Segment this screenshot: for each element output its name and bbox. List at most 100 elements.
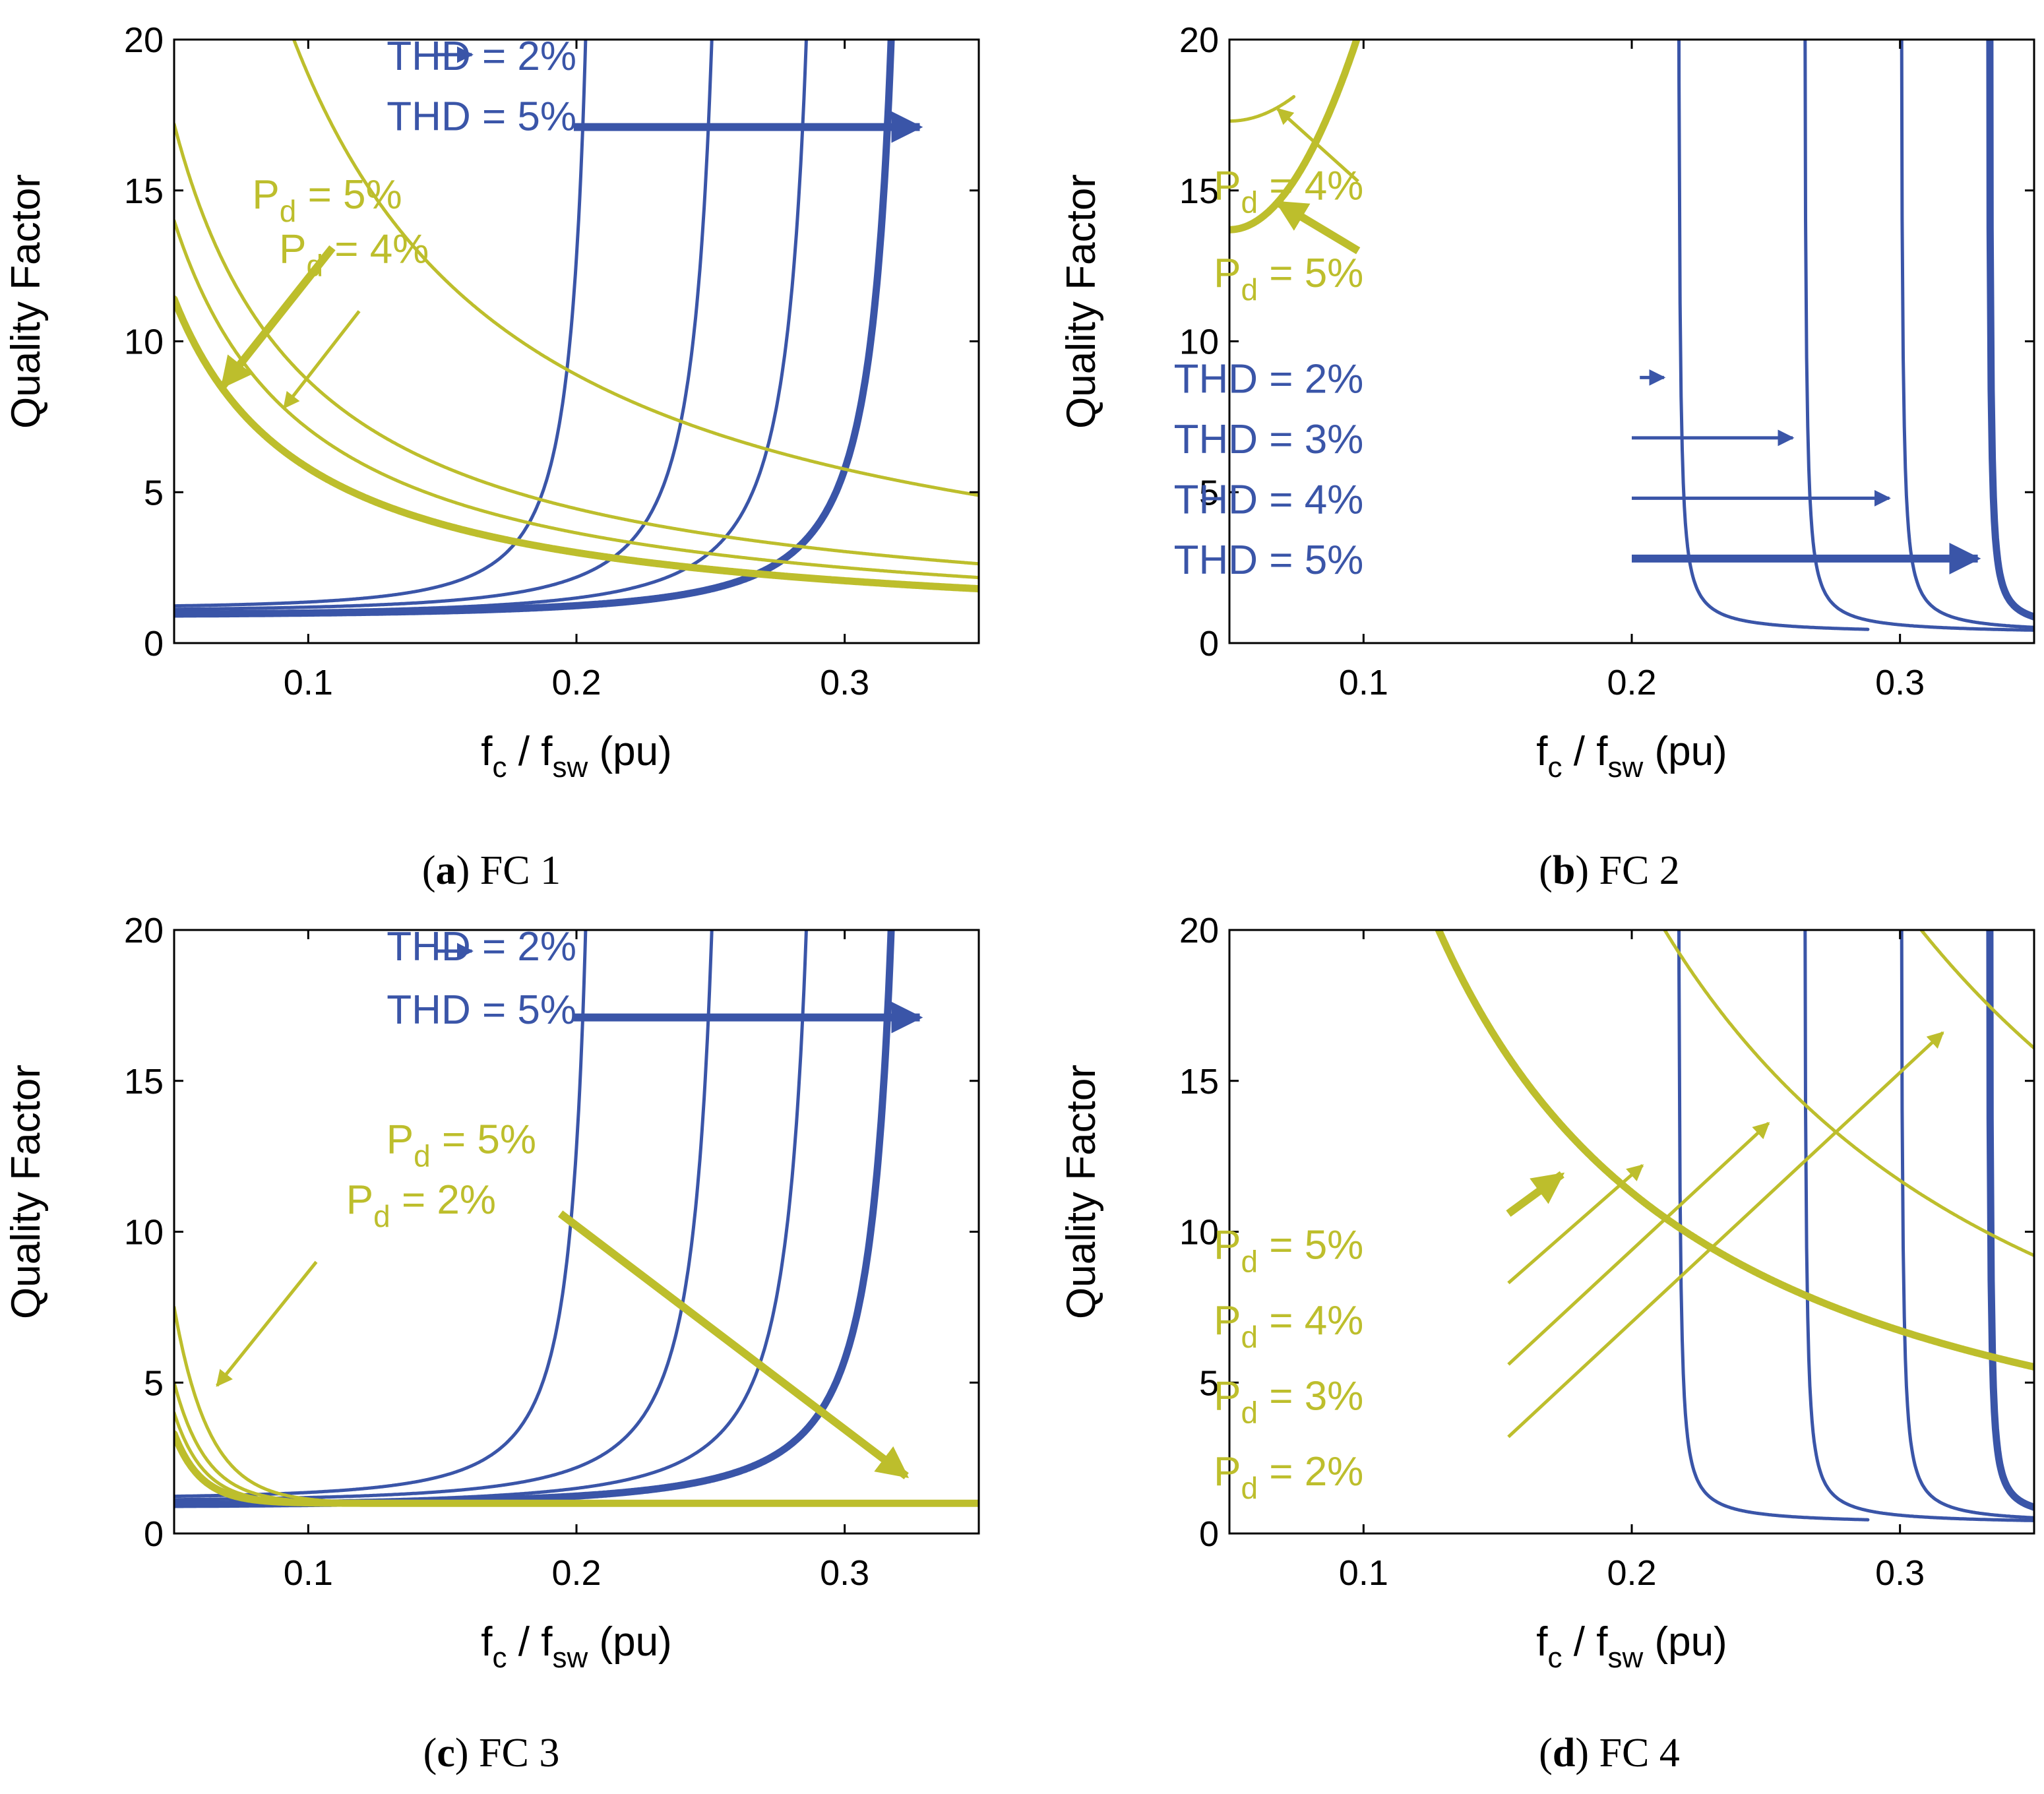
panel-c-series-pd-5: [174, 1430, 979, 1507]
y-tick-label: 10: [124, 1213, 164, 1253]
panel-a-curves: [174, 40, 979, 618]
annotation-label: THD = 4%: [1174, 477, 1364, 522]
panel-d-series-thd-2: [1677, 930, 1870, 1522]
x-tick-label: 0.2: [1607, 1553, 1656, 1593]
panel-a-series-pd-2: [292, 40, 979, 497]
panel-b-caption: (b) FC 2: [1539, 848, 1680, 893]
y-tick-label: 20: [124, 20, 164, 60]
x-tick-label: 0.1: [1339, 1553, 1388, 1593]
panel-c-series-pd-2: [174, 1305, 979, 1505]
panel-c-series-thd-5: [174, 930, 895, 1508]
panel-c-series-thd-4: [174, 930, 808, 1504]
panel-d-ylabel: Quality Factor: [1059, 1065, 1104, 1319]
x-tick-label: 0.2: [1607, 663, 1656, 702]
annotation-arrow: [216, 1260, 318, 1387]
x-tick-label: 0.1: [1339, 663, 1388, 702]
panel-a-series-thd-4: [174, 40, 808, 614]
panel-d-annotations: Pd = 5% Pd = 4% Pd = 3% Pd = 2%: [1214, 1031, 1944, 1505]
panel-a: 0.1 0.2 0.3 0 5 10 15 20 THD = 2% THD = 5% Pd = 5…: [3, 20, 980, 893]
panel-c-curves: [174, 930, 979, 1508]
y-tick-label: 20: [1179, 911, 1219, 950]
panel-d-caption: (d) FC 4: [1539, 1731, 1680, 1776]
panel-b-ticks: 0.1 0.2 0.3 0 5 10 15 20: [1179, 20, 2034, 702]
annotation-label: Pd = 2%: [1214, 1449, 1363, 1505]
panel-a-ticks: 0.1 0.2 0.3 0 5 10 15 20: [124, 20, 979, 702]
x-tick-label: 0.3: [1875, 1553, 1925, 1593]
panel-b-annotations: Pd = 4% Pd = 5% THD = 2% THD = 3% THD = 4% TH…: [1174, 108, 1981, 583]
annotation-arrow: [557, 1210, 910, 1479]
panel-a-series-pd-4: [174, 219, 979, 580]
panel-c-xlabel: fc / fsw (pu): [481, 1619, 671, 1674]
x-tick-label: 0.1: [284, 663, 333, 702]
y-tick-label: 15: [124, 1062, 164, 1101]
annotation-arrow: [282, 310, 361, 410]
panel-b-ylabel: Quality Factor: [1059, 174, 1104, 429]
y-tick-label: 10: [1179, 323, 1219, 362]
annotation-label: Pd = 5%: [387, 1117, 536, 1173]
panel-a-series-thd-2: [174, 40, 588, 608]
x-tick-label: 0.2: [551, 663, 601, 702]
panel-d-series-thd-3: [1803, 930, 2034, 1522]
panel-d-curves: [1435, 930, 2034, 1522]
x-tick-label: 0.3: [1875, 663, 1925, 702]
panel-b-xlabel: fc / fsw (pu): [1536, 729, 1727, 784]
annotation-label: THD = 2%: [387, 34, 576, 79]
panel-d-xlabel: fc / fsw (pu): [1536, 1619, 1727, 1674]
panel-a-ylabel: Quality Factor: [3, 174, 49, 429]
x-tick-label: 0.3: [820, 1553, 869, 1593]
panel-a-series-pd-5: [174, 295, 979, 593]
y-tick-label: 5: [1199, 473, 1219, 512]
y-tick-label: 20: [1179, 20, 1219, 60]
panel-a-series-pd-3: [174, 122, 979, 566]
y-tick-label: 0: [144, 1514, 164, 1554]
y-tick-label: 0: [1199, 1514, 1219, 1554]
panel-b-series-thd-4: [1900, 40, 2034, 629]
panel-b-series-thd-5: [1986, 40, 2034, 621]
annotation-arrow: [1507, 1031, 1944, 1438]
annotation-label: THD = 3%: [1174, 417, 1364, 462]
annotation-label: Pd = 4%: [1214, 163, 1363, 219]
panel-b-curves: [1229, 40, 2034, 632]
annotation-arrow: [1507, 1121, 1770, 1366]
y-tick-label: 5: [1199, 1363, 1219, 1403]
panel-c: 0.1 0.2 0.3 0 5 10 15 20 THD = 2% THD = 5% Pd = 5…: [3, 911, 980, 1776]
y-tick-label: 15: [124, 171, 164, 211]
y-tick-label: 20: [124, 911, 164, 950]
x-tick-label: 0.3: [820, 663, 869, 702]
annotation-label: THD = 5%: [1174, 538, 1364, 583]
panel-b: 0.1 0.2 0.3 0 5 10 15 20 Pd = 4% Pd = 5% THD = 2%…: [1059, 20, 2035, 893]
annotation-label: Pd = 2%: [346, 1177, 496, 1233]
y-tick-label: 0: [144, 624, 164, 664]
y-tick-label: 10: [1179, 1213, 1219, 1253]
annotation-label: Pd = 5%: [252, 172, 402, 228]
y-tick-label: 5: [144, 1363, 164, 1403]
panel-d-series-pd-5: [1435, 930, 2034, 1371]
panel-c-annotations: THD = 2% THD = 5% Pd = 5%Pd = 2%: [216, 924, 923, 1479]
annotation-arrow: [1275, 199, 1361, 255]
annotation-label: Pd = 4%: [279, 227, 429, 283]
panel-b-series-pd-5: [1229, 40, 1361, 233]
y-tick-label: 15: [1179, 171, 1219, 211]
annotation-label: Pd = 5%: [1214, 1223, 1363, 1279]
annotation-arrow: [1276, 108, 1359, 183]
panel-c-ylabel: Quality Factor: [3, 1065, 49, 1319]
annotation-label: Pd = 4%: [1214, 1298, 1363, 1354]
annotation-label: Pd = 5%: [1214, 251, 1363, 307]
annotation-label: THD = 2%: [387, 924, 576, 970]
panel-b-series-pd-4: [1229, 95, 1296, 123]
panel-d-series-pd-4: [1662, 930, 2034, 1257]
y-tick-label: 5: [144, 473, 164, 512]
x-tick-label: 0.2: [551, 1553, 601, 1593]
annotation-label: THD = 2%: [1174, 356, 1364, 402]
y-tick-label: 10: [124, 323, 164, 362]
annotation-label: THD = 5%: [387, 94, 576, 139]
y-tick-label: 15: [1179, 1062, 1219, 1101]
annotation-arrow: [1506, 1171, 1565, 1217]
panel-b-series-thd-3: [1803, 40, 2034, 632]
annotation-label: THD = 5%: [387, 987, 576, 1033]
panel-b-series-thd-2: [1677, 40, 1870, 631]
panel-a-xlabel: fc / fsw (pu): [481, 729, 671, 784]
y-tick-label: 0: [1199, 624, 1219, 664]
